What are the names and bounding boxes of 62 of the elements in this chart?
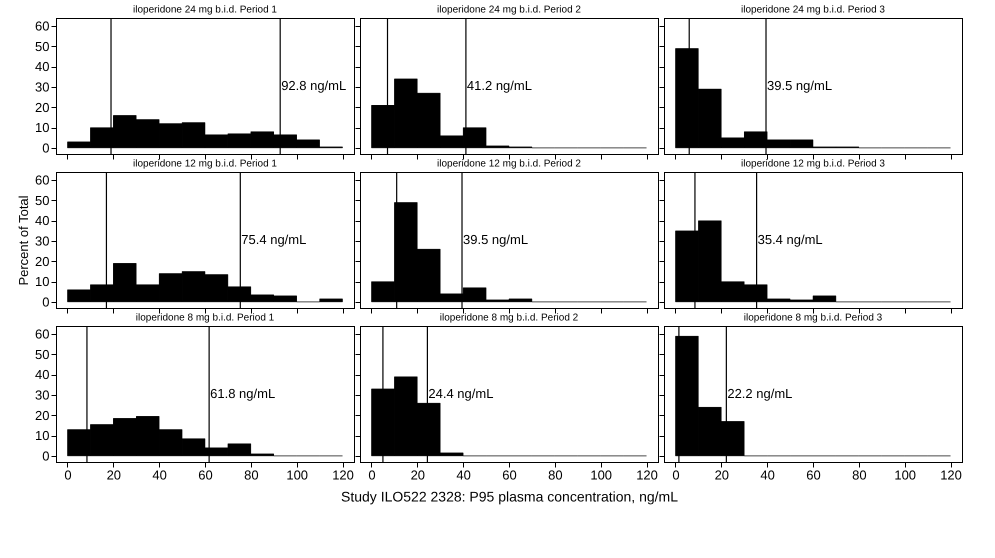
y-tick-label: 60 — [35, 326, 50, 342]
y-tick-label: 10 — [35, 120, 50, 136]
x-tick-label: 40 — [760, 468, 775, 482]
ref-line-label: 39.5 ng/mL — [767, 78, 832, 93]
x-tick-label: 20 — [106, 468, 122, 482]
ref-line-label: 92.8 ng/mL — [281, 78, 346, 93]
y-tick-label: 40 — [35, 59, 50, 74]
chart-title: iloperidone 8 mg b.i.d. Period 3 — [744, 312, 883, 324]
ref-line-label: 75.4 ng/mL — [241, 232, 306, 247]
y-tick-label: 0 — [42, 448, 50, 464]
x-tick-label: 60 — [198, 468, 213, 482]
x-tick-label: 100 — [590, 468, 612, 482]
x-tick-label: 0 — [368, 468, 376, 482]
ref-line-label: 41.2 ng/mL — [466, 78, 532, 93]
y-tick-label: 10 — [35, 428, 50, 444]
y-tick-label: 60 — [35, 18, 50, 34]
x-axis-title: Study ILO522 2328: P95 plasma concentration, ng/mL — [341, 488, 678, 504]
y-tick-label: 30 — [35, 234, 50, 249]
y-tick-label: 50 — [35, 38, 50, 54]
x-tick-label: 80 — [548, 468, 563, 482]
y-tick-label: 50 — [35, 192, 50, 208]
x-tick-label: 20 — [714, 468, 730, 482]
x-tick-label: 120 — [940, 468, 962, 482]
y-tick-label: 50 — [35, 346, 50, 362]
y-tick-label: 60 — [35, 172, 50, 188]
ref-line-label: 35.4 ng/mL — [758, 232, 823, 247]
ref-line-label: 61.8 ng/mL — [210, 386, 276, 401]
x-tick-label: 20 — [410, 468, 426, 482]
chart-title: iloperidone 12 mg b.i.d. Period 3 — [741, 158, 886, 170]
y-axis-title: Percent of Total — [16, 195, 32, 286]
x-tick-label: 80 — [852, 468, 867, 482]
x-tick-label: 40 — [456, 468, 471, 482]
x-tick-label: 100 — [286, 468, 308, 482]
y-tick-label: 20 — [35, 254, 50, 269]
chart-title: iloperidone 12 mg b.i.d. Period 1 — [133, 158, 278, 170]
y-tick-label: 0 — [42, 140, 50, 156]
x-tick-label: 0 — [672, 468, 680, 482]
ref-line-label: 22.2 ng/mL — [727, 386, 792, 401]
x-tick-label: 60 — [502, 468, 517, 482]
chart-title: iloperidone 24 mg b.i.d. Period 2 — [437, 4, 582, 16]
x-tick-label: 60 — [806, 468, 821, 482]
chart-title: iloperidone 12 mg b.i.d. Period 2 — [437, 158, 582, 170]
x-tick-label: 40 — [152, 468, 167, 482]
chart-title: iloperidone 24 mg b.i.d. Period 3 — [741, 4, 886, 16]
chart-title: iloperidone 24 mg b.i.d. Period 1 — [133, 4, 278, 16]
y-tick-label: 20 — [35, 408, 50, 423]
y-tick-label: 30 — [35, 80, 50, 95]
y-tick-label: 40 — [35, 367, 50, 382]
y-tick-label: 0 — [42, 294, 50, 310]
x-tick-label: 100 — [894, 468, 916, 482]
x-tick-label: 120 — [332, 468, 354, 482]
x-tick-label: 0 — [64, 468, 72, 482]
y-tick-label: 10 — [35, 274, 50, 290]
ref-line-label: 39.5 ng/mL — [463, 232, 528, 247]
x-tick-label: 80 — [244, 468, 259, 482]
y-tick-label: 20 — [35, 100, 50, 115]
y-tick-label: 40 — [35, 213, 50, 228]
ref-line-label: 24.4 ng/mL — [428, 386, 494, 401]
y-tick-label: 30 — [35, 388, 50, 403]
chart-title: iloperidone 8 mg b.i.d. Period 1 — [136, 312, 275, 324]
x-tick-label: 120 — [636, 468, 658, 482]
chart-title: iloperidone 8 mg b.i.d. Period 2 — [440, 312, 579, 324]
